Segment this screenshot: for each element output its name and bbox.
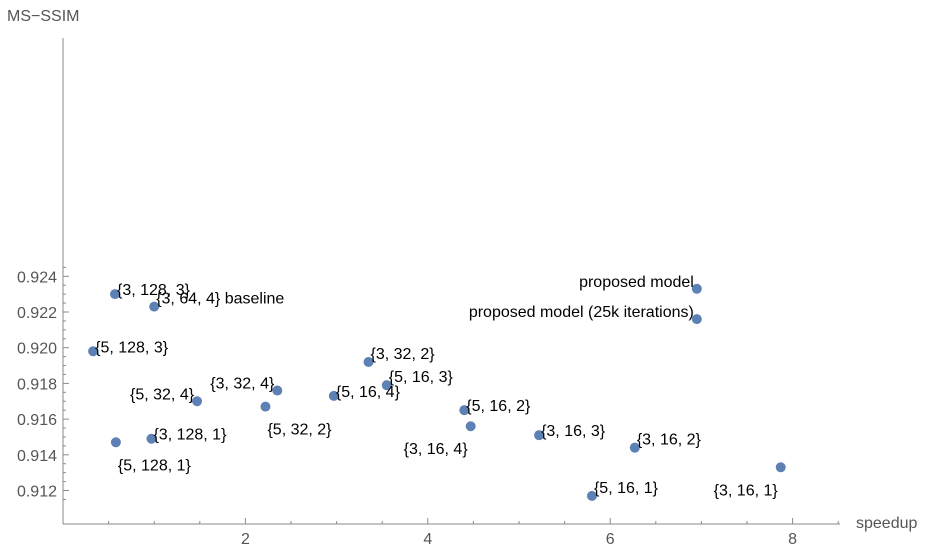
y-tick-label: 0.922 <box>17 305 57 322</box>
data-label: {5, 16, 1} <box>594 480 659 497</box>
data-point <box>363 356 374 367</box>
y-tick-label: 0.916 <box>17 412 57 429</box>
y-tick-label: 0.914 <box>17 448 57 465</box>
data-label: {5, 32, 2} <box>267 422 332 439</box>
data-point <box>586 490 597 501</box>
data-point <box>192 396 203 407</box>
data-point <box>260 401 271 412</box>
y-tick-label: 0.918 <box>17 376 57 393</box>
data-label: {5, 32, 4} <box>130 386 195 403</box>
data-point <box>381 380 392 391</box>
axis-ticks: 2 4 6 8 0.912 0.914 0.916 0.918 0.920 0.922 0.924 <box>17 266 839 548</box>
data-point <box>109 289 120 300</box>
data-labels: proposed model proposed model (25k iterat… <box>95 274 778 500</box>
x-tick-label: 8 <box>788 531 797 548</box>
data-label: {5, 16, 2} <box>466 398 531 415</box>
data-point <box>465 421 476 432</box>
data-label: {3, 16, 3} <box>541 423 606 440</box>
data-label: {3, 16, 4} <box>404 441 469 458</box>
data-label: {3, 16, 1} <box>714 482 779 499</box>
data-point <box>110 437 121 448</box>
data-label: {3, 16, 2} <box>637 432 702 449</box>
x-tick-label: 4 <box>423 531 432 548</box>
data-label: proposed model <box>579 274 694 291</box>
data-point <box>629 442 640 453</box>
data-point <box>149 301 160 312</box>
data-label: {3, 128, 1} <box>153 427 227 444</box>
y-tick-label: 0.920 <box>17 341 57 358</box>
data-point <box>459 405 470 416</box>
x-tick-label: 2 <box>241 531 250 548</box>
data-label: {5, 128, 3} <box>95 339 169 356</box>
data-point <box>691 283 702 294</box>
data-point <box>328 390 339 401</box>
data-label: {5, 16, 3} <box>389 369 454 386</box>
x-axis-title: speedup <box>856 515 917 532</box>
x-tick-label: 6 <box>606 531 615 548</box>
data-point <box>534 430 545 441</box>
y-tick-label: 0.924 <box>17 269 57 286</box>
data-label: {3, 32, 2} <box>371 346 436 363</box>
data-point <box>272 385 283 396</box>
data-label: {5, 16, 4} <box>336 384 401 401</box>
data-label: {5, 128, 1} <box>118 457 192 474</box>
data-point <box>88 346 99 357</box>
data-label: {3, 32, 4} <box>210 376 275 393</box>
data-point <box>775 462 786 473</box>
y-tick-label: 0.912 <box>17 484 57 501</box>
data-label: proposed model (25k iterations) <box>469 304 694 321</box>
data-point <box>691 314 702 325</box>
data-label: {3, 128, 3} <box>117 282 191 299</box>
y-axis-title: MS−SSIM <box>7 8 79 25</box>
data-label: {3, 64, 4} baseline <box>156 291 284 308</box>
data-points <box>88 283 786 501</box>
data-point <box>146 433 157 444</box>
